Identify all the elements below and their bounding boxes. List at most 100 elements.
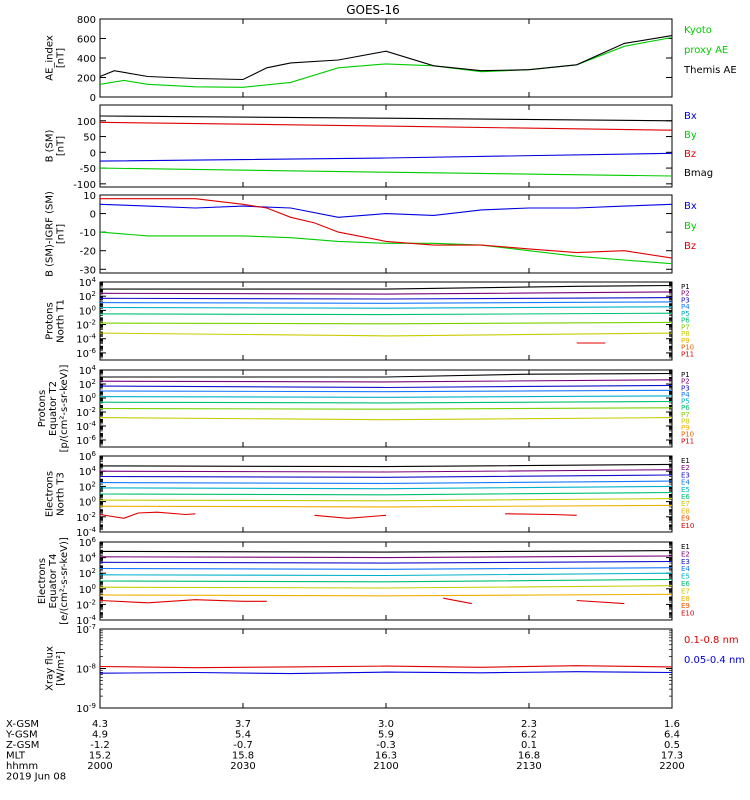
- legend-entry: E10: [681, 522, 694, 530]
- y-tick-label: 0: [90, 148, 96, 159]
- series-line-e2: [99, 469, 673, 473]
- legend-entry: E1: [681, 457, 690, 465]
- y-axis-label: Equator T2: [48, 381, 59, 436]
- y-tick-label: 10-4: [76, 420, 96, 433]
- x-tick-label: 0.5: [664, 740, 680, 751]
- y-tick-label: 104: [79, 552, 97, 565]
- panel-frame: [99, 194, 673, 274]
- y-tick-label: -50: [80, 164, 96, 175]
- y-axis-label: Xray flux: [45, 646, 56, 691]
- y-tick-label: 10-2: [76, 319, 96, 332]
- series-line-p1: [100, 372, 673, 378]
- y-axis-label: Protons: [37, 390, 48, 427]
- legend-entry: P9: [681, 337, 690, 345]
- series-line-p4: [99, 389, 673, 393]
- panel-3: -30 -20 -10 0 10 B (SM)-IGRF (SM) [nT] Bx By Bz: [45, 191, 697, 277]
- x-tick-label: 2100: [373, 761, 398, 772]
- y-axis-label: [p/(cm²-s-sr-keV)]: [59, 365, 70, 453]
- series-line-p8: [99, 332, 673, 337]
- legend-entry: Bz: [684, 241, 696, 252]
- series-line-p5: [99, 395, 673, 398]
- series-line-e10: [99, 511, 196, 519]
- y-tick-label: 102: [79, 290, 96, 303]
- legend-entry: P4: [681, 303, 690, 311]
- legend-entry: proxy AE: [684, 45, 728, 56]
- x-row-label: Z-GSM: [6, 740, 39, 751]
- y-axis-label: [nT]: [56, 224, 67, 244]
- legend-entry: E2: [681, 550, 690, 558]
- legend-entry: P7: [681, 323, 690, 331]
- x-tick-label: 0.1: [521, 740, 537, 751]
- legend-entry: E7: [681, 587, 690, 595]
- x-tick-label: 2130: [516, 761, 541, 772]
- series-line-p2: [99, 291, 673, 295]
- legend-entry: P2: [681, 378, 690, 386]
- x-tick-label: 1.6: [664, 719, 680, 730]
- y-axis-label: North T1: [56, 299, 67, 343]
- x-tick-label: 2.3: [521, 719, 537, 730]
- y-tick-label: 10-2: [76, 406, 96, 419]
- y-tick-label: 10-8: [76, 663, 96, 676]
- legend-entry: P1: [681, 371, 690, 379]
- series-line-bx: [99, 203, 673, 218]
- series-line-p6: [99, 312, 673, 316]
- x-row-label: X-GSM: [6, 719, 39, 730]
- legend-entry: E6: [681, 580, 690, 588]
- series-line-e5: [99, 572, 673, 577]
- legend-entry: P1: [681, 283, 690, 291]
- legend-entry: E8: [681, 507, 690, 515]
- y-tick-label: 800: [77, 15, 96, 26]
- series-line-bz: [99, 121, 673, 131]
- x-tick-label: 16.8: [518, 751, 540, 762]
- panel-frame: [99, 628, 673, 709]
- legend-entry: E10: [681, 610, 694, 618]
- y-tick-label: 104: [79, 364, 97, 377]
- y-tick-label: 102: [79, 378, 96, 391]
- y-axis-label: Electrons: [45, 471, 56, 517]
- panel-2: -100 -50 0 50 100 B (SM) [nT] Bx By Bz Bmag: [45, 104, 713, 191]
- legend-entry: P5: [681, 310, 690, 318]
- y-tick-label: 10-2: [76, 598, 96, 611]
- series-line-p7: [99, 407, 673, 410]
- y-tick-label: 100: [79, 496, 96, 509]
- legend-entry: E9: [681, 602, 690, 610]
- legend-entry: P7: [681, 411, 690, 419]
- legend-entry: P6: [681, 404, 690, 412]
- legend-entry: P9: [681, 424, 690, 432]
- y-tick-label: 100: [79, 392, 96, 405]
- y-axis-label: North T3: [56, 472, 67, 516]
- legend-entry: E5: [681, 573, 690, 581]
- y-axis-label: [nT]: [56, 136, 67, 156]
- y-tick-label: 50: [83, 133, 96, 144]
- x-tick-label: 6.2: [521, 730, 537, 741]
- x-tick-label: 5.4: [235, 730, 251, 741]
- date-label: 2019 Jun 08: [6, 772, 66, 783]
- y-tick-label: 10-9: [76, 702, 96, 715]
- x-tick-label: 16.3: [375, 751, 397, 762]
- y-tick-label: 600: [77, 35, 96, 46]
- series-line-e8: [99, 504, 673, 508]
- y-tick-label: 102: [79, 480, 96, 493]
- y-tick-label: 100: [79, 583, 96, 596]
- y-axis-label: Electrons: [37, 558, 48, 604]
- legend-entry: E6: [681, 493, 690, 501]
- legend-entry: 0.05-0.4 nm: [684, 655, 745, 666]
- x-tick-label: -0.7: [233, 740, 253, 751]
- legend-entry: E4: [681, 565, 690, 573]
- legend-entry: P6: [681, 317, 690, 325]
- y-axis-label: B (SM)-IGRF (SM): [45, 191, 56, 277]
- y-tick-label: 10-6: [76, 434, 96, 447]
- panel-1: 0 200 400 600 800 AE_index [nT] Kyoto proxy AE Th…: [45, 15, 737, 104]
- panel-frame: [99, 18, 673, 98]
- x-tick-label: 3.7: [235, 719, 251, 730]
- y-tick-label: 106: [79, 450, 97, 463]
- legend-entry: P2: [681, 290, 690, 298]
- legend-entry: P3: [681, 384, 690, 392]
- legend-entry: E5: [681, 486, 690, 494]
- series-line-e10: [505, 513, 577, 516]
- series-line-e7: [99, 585, 673, 589]
